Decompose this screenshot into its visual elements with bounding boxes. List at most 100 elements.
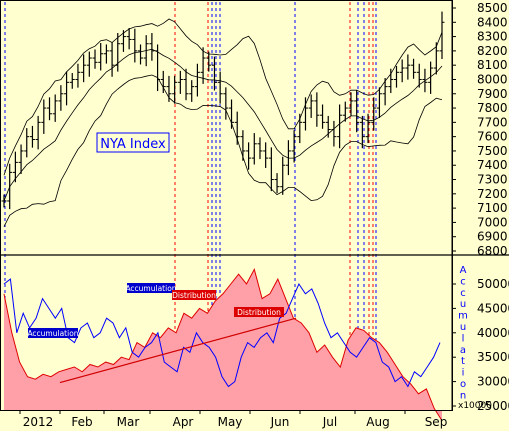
price-bar — [149, 33, 155, 61]
price-bar — [320, 104, 326, 129]
scale-note: x10000 — [458, 401, 492, 411]
price-bar — [382, 78, 388, 106]
price-y-tick-label: 7600 — [477, 130, 508, 144]
price-bar — [41, 99, 47, 134]
price-bar — [143, 35, 149, 67]
price-bar — [348, 92, 354, 117]
price-bar — [274, 173, 280, 194]
accumulation-vertical-letter: a — [460, 345, 466, 356]
x-tick-label: Jul — [322, 415, 337, 429]
x-tick-label: Aug — [366, 415, 389, 429]
price-bar — [246, 142, 252, 170]
price-bar — [183, 68, 189, 101]
price-bar — [388, 68, 394, 94]
price-bar — [405, 54, 411, 80]
price-y-tick-label: 6800 — [477, 244, 508, 258]
price-y-tick-label: 7500 — [477, 144, 508, 158]
x-tick-label: 2012 — [23, 415, 54, 429]
price-y-tick-label: 7200 — [477, 187, 508, 201]
accumulation-vertical-letter: l — [462, 333, 465, 344]
x-tick-label: Jun — [270, 415, 290, 429]
price-y-tick-label: 8500 — [477, 1, 508, 15]
price-bar — [428, 61, 434, 94]
price-bar — [81, 54, 87, 83]
price-bar — [331, 120, 337, 147]
price-bar — [58, 85, 64, 111]
price-bar — [308, 94, 314, 118]
price-bar — [115, 33, 121, 72]
chart-title-box: NYA Index — [96, 132, 170, 153]
price-bar — [257, 137, 263, 160]
volume-y-tick-label: 45000 — [477, 301, 509, 315]
price-bar — [291, 130, 297, 163]
volume-y-tick-label: 40000 — [477, 326, 509, 340]
price-bar — [103, 44, 109, 64]
price-bar — [172, 75, 178, 104]
annotation-label: Accumulation — [27, 329, 78, 338]
price-bar — [416, 63, 422, 88]
price-bar — [35, 115, 41, 150]
volume-y-tick-label: 35000 — [477, 350, 509, 364]
price-bar — [399, 59, 405, 83]
price-bar — [263, 142, 269, 168]
price-bar — [268, 147, 274, 192]
accumulation-vertical-letter: t — [461, 356, 465, 367]
accumulation-vertical-letter: o — [460, 379, 466, 390]
accumulation-vertical-letter: c — [460, 288, 466, 299]
price-bar — [132, 28, 138, 63]
price-bar — [365, 113, 371, 144]
accumulation-annotation: Accumulation — [27, 328, 79, 338]
bollinger-upper-band — [3, 18, 443, 176]
price-bar — [433, 42, 439, 75]
price-y-tick-label: 7800 — [477, 101, 508, 115]
accumulation-vertical-letter: u — [460, 299, 466, 310]
price-bar — [177, 70, 183, 94]
price-y-tick-label: 7700 — [477, 115, 508, 129]
price-bar — [24, 128, 30, 158]
price-bar — [1, 194, 7, 208]
annotation-box — [28, 328, 78, 338]
x-axis: 2012 Feb Mar Apr May Jun Jul Aug Sep — [19, 410, 447, 429]
price-bar — [371, 97, 377, 131]
accumulation-vertical-letter: i — [462, 368, 465, 379]
price-bar — [29, 125, 35, 148]
price-y-tick-label: 8100 — [477, 58, 508, 72]
price-y-tick-label: 8300 — [477, 30, 508, 44]
trendline — [59, 317, 297, 384]
accumulation-vertical-letter: A — [460, 265, 467, 276]
price-bar — [126, 28, 132, 50]
price-y-tick-label: 8000 — [477, 72, 508, 86]
price-bar — [411, 58, 417, 79]
price-bar — [337, 104, 343, 149]
price-y-tick-label: 8200 — [477, 44, 508, 58]
area-series-edge — [3, 268, 443, 421]
chart-title-frame — [96, 132, 170, 153]
accumulation-vertical-letter: m — [458, 311, 468, 322]
distribution-annotation: Distribution — [172, 290, 216, 300]
price-bar — [439, 11, 445, 60]
price-bar — [166, 75, 172, 102]
price-bar — [206, 51, 212, 72]
price-bar — [223, 87, 229, 120]
price-y-tick-label: 7900 — [477, 87, 508, 101]
price-bar — [138, 44, 144, 65]
distribution-annotation: Distribution — [234, 307, 284, 317]
annotation-box — [172, 290, 216, 300]
annotation-label: Distribution — [172, 291, 216, 300]
price-bar — [251, 133, 257, 165]
accumulation-vertical-letter: n — [460, 390, 466, 401]
bollinger-lower-band — [3, 74, 443, 227]
price-bar — [314, 92, 320, 127]
price-bar — [189, 80, 195, 102]
price-bar — [120, 30, 126, 52]
event-markers — [4, 2, 377, 410]
price-bar — [393, 65, 399, 88]
price-bar — [354, 90, 360, 133]
bollinger-middle-band — [3, 48, 443, 202]
price-bar — [200, 47, 206, 84]
price-bar — [240, 130, 246, 161]
price-bar — [155, 44, 161, 92]
price-bar — [342, 101, 348, 122]
x-tick-label: Feb — [71, 415, 92, 429]
